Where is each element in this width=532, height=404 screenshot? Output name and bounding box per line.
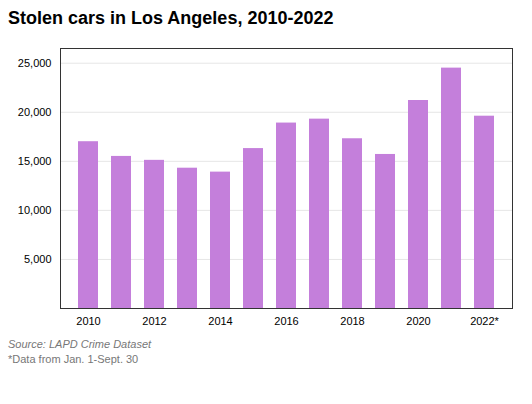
svg-text:2018: 2018 — [340, 315, 364, 327]
svg-text:5,000: 5,000 — [24, 253, 52, 265]
svg-text:15,000: 15,000 — [18, 154, 52, 166]
svg-text:2022*: 2022* — [470, 315, 499, 327]
svg-text:10,000: 10,000 — [18, 204, 52, 216]
html-text:Source: LAPD Crime Dataset: Source: LAPD Crime Dataset — [8, 337, 152, 350]
html-text:Stolen cars in Los Angeles, 20: Stolen cars in Los Angeles, 2010-2022 — [8, 8, 334, 28]
svg-text:20,000: 20,000 — [18, 105, 52, 117]
svg-text:25,000: 25,000 — [18, 56, 52, 68]
svg-text:2010: 2010 — [76, 315, 100, 327]
svg-text:2014: 2014 — [208, 315, 232, 327]
html-text:*Data from Jan. 1-Sept. 30: *Data from Jan. 1-Sept. 30 — [8, 352, 139, 365]
svg-text:2012: 2012 — [142, 315, 166, 327]
svg-text:2016: 2016 — [274, 315, 298, 327]
svg-text:2020: 2020 — [406, 315, 430, 327]
